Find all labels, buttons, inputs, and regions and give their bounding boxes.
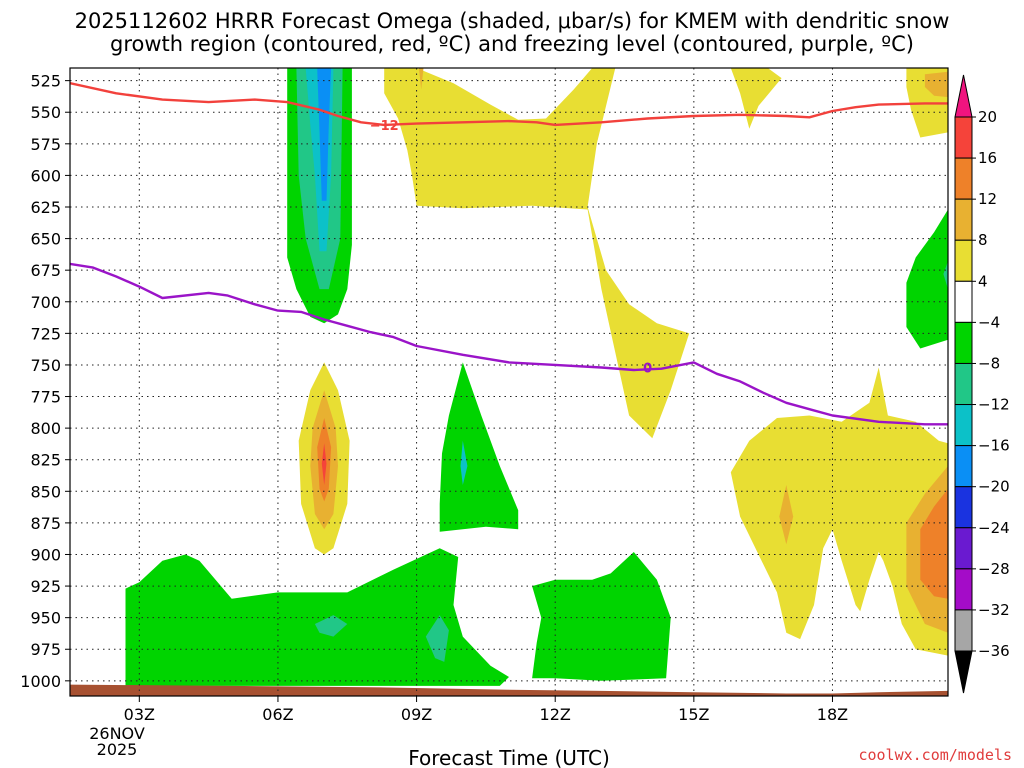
colorbar-bin-9	[954, 445, 973, 488]
colorbar-label-11: −28	[978, 560, 1010, 578]
omega-region-right-upper-orange	[924, 71, 948, 98]
colorbar-label-2: 12	[978, 190, 997, 208]
colorbar-bin-3	[954, 198, 973, 241]
y-tick-label-925: 925	[30, 577, 61, 596]
chart-title-line-1: 2025112602 HRRR Forecast Omega (shaded, …	[75, 9, 950, 33]
colorbar-bin-5	[954, 280, 973, 323]
chart-title-line-2: growth region (contoured, red, ºC) and f…	[110, 32, 914, 56]
x-tick-label-09Z: 09Z	[401, 705, 432, 724]
colorbar-top-triangle	[954, 74, 973, 118]
colorbar-label-10: −24	[978, 519, 1010, 537]
y-tick-label-975: 975	[30, 640, 61, 659]
x-axis-label: Forecast Time (UTC)	[408, 746, 610, 768]
colorbar-label-12: −32	[978, 601, 1010, 619]
terrain-layer	[70, 684, 948, 696]
omega-region-right-mid-green	[906, 209, 948, 349]
omega-region-mid-teal-speck	[460, 440, 468, 485]
terrain-ground	[70, 684, 948, 696]
omega-region-low-green-left	[125, 548, 509, 686]
plot-frame	[69, 67, 949, 697]
x-tick-label-12Z: 12Z	[540, 705, 571, 724]
x-tick-label-18Z: 18Z	[817, 705, 848, 724]
colorbar-label-9: −20	[978, 478, 1010, 496]
omega-region-right-low-orange-speck	[779, 485, 794, 545]
date-label-day: 26NOV	[89, 724, 145, 743]
omega-region-top-orange-speck	[418, 68, 424, 90]
plot-area: −12 0	[70, 68, 948, 696]
credit-text: coolwx.com/models	[858, 746, 1012, 764]
colorbar-label-7: −12	[978, 396, 1010, 414]
y-axis-ticks: 525 550 575 600 625 650 675 700 725 750 775 800 825 8…	[20, 72, 70, 691]
colorbar-bottom-triangle	[954, 650, 973, 694]
y-tick-label-850: 850	[30, 482, 61, 501]
colorbar-bin-8	[954, 404, 973, 447]
dgz-contour-line	[70, 82, 948, 127]
omega-region-top-right-yellow-spike	[730, 68, 782, 129]
y-tick-label-800: 800	[30, 419, 61, 438]
freezing-level-contour-line	[70, 262, 948, 426]
y-tick-label-525: 525	[30, 72, 61, 91]
x-tick-label-15Z: 15Z	[678, 705, 709, 724]
colorbar-label-3: 8	[978, 231, 988, 249]
y-tick-label-575: 575	[30, 135, 61, 154]
colorbar-bin-4	[954, 239, 973, 282]
colorbar-label-1: 16	[978, 149, 997, 167]
colorbar-label-13: −36	[978, 642, 1010, 660]
colorbar-bin-1	[954, 116, 973, 159]
colorbar-label-4: 4	[978, 272, 988, 290]
y-tick-label-900: 900	[30, 545, 61, 564]
colorbar-bin-11	[954, 527, 973, 570]
dgz-contour-label: −12	[370, 119, 399, 134]
colorbar: 20 16 12 8 4 −4 −8 −12 −16 −20 −24 −28 −32 −36	[954, 74, 1010, 694]
y-tick-label-700: 700	[30, 293, 61, 312]
colorbar-label-6: −8	[978, 354, 1000, 372]
y-tick-label-825: 825	[30, 451, 61, 470]
colorbar-bin-13	[954, 609, 973, 652]
omega-region-right-mid-teal-speck	[943, 261, 948, 290]
omega-region-right-low-yellow	[730, 367, 948, 656]
y-tick-label-650: 650	[30, 230, 61, 249]
colorbar-bin-7	[954, 362, 973, 406]
x-tick-label-03Z: 03Z	[124, 705, 155, 724]
omega-region-upper-yellow	[384, 68, 690, 439]
y-tick-label-675: 675	[30, 261, 61, 280]
y-tick-label-775: 775	[30, 388, 61, 407]
omega-region-left-blue-column	[317, 68, 332, 201]
colorbar-label-8: −16	[978, 437, 1010, 455]
y-tick-label-950: 950	[30, 609, 61, 628]
omega-region-right-low-orange	[920, 488, 948, 599]
colorbar-bin-12	[954, 568, 973, 611]
y-tick-label-750: 750	[30, 356, 61, 375]
omega-shaded-regions	[125, 68, 948, 686]
colorbar-label-5: −4	[978, 313, 1000, 331]
colorbar-bin-10	[954, 486, 973, 529]
omega-region-low-teal-speck-a	[314, 615, 348, 637]
y-tick-label-550: 550	[30, 103, 61, 122]
y-tick-label-725: 725	[30, 324, 61, 343]
omega-region-low-green-mid	[532, 552, 671, 681]
colorbar-bin-2	[954, 157, 973, 200]
colorbar-label-0: 20	[978, 108, 997, 126]
y-tick-label-875: 875	[30, 514, 61, 533]
freezing-level-contour-label: 0	[643, 361, 652, 376]
x-tick-label-06Z: 06Z	[262, 705, 293, 724]
grid-lines	[70, 68, 948, 696]
y-tick-label-600: 600	[30, 166, 61, 185]
omega-region-mid-green-triangle	[439, 362, 519, 532]
colorbar-bin-6	[954, 321, 973, 364]
omega-region-mid-level-positive-red	[321, 443, 327, 485]
contour-lines: −12 0	[70, 82, 948, 426]
date-label-year: 2025	[97, 740, 138, 759]
y-tick-label-625: 625	[30, 198, 61, 217]
x-axis-ticks: 03Z 06Z 09Z 12Z 15Z 18Z	[124, 696, 848, 724]
omega-region-low-teal-speck-b	[425, 615, 449, 662]
y-tick-label-1000: 1000	[20, 672, 61, 691]
